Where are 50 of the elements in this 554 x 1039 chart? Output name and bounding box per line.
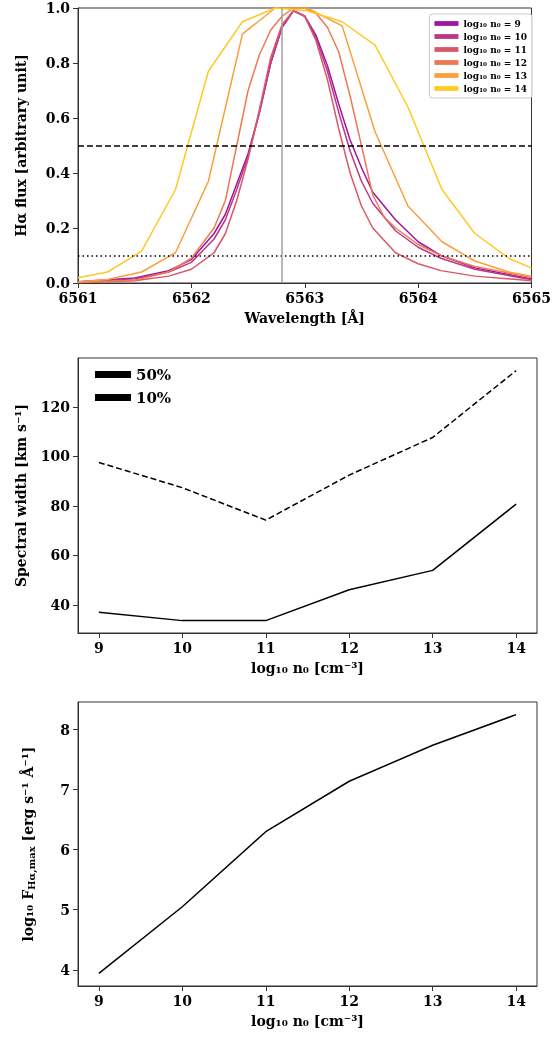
x-tick-label: 10	[172, 640, 193, 656]
y-tick-label: 60	[50, 547, 71, 564]
x-tick-label: 6561	[58, 290, 98, 306]
legend-label: log₁₀ n₀ = 10	[463, 31, 528, 42]
x-tick-label: 11	[256, 993, 276, 1009]
x-axis-title: Wavelength [Å]	[243, 309, 365, 326]
y-tick-label: 5	[60, 901, 70, 918]
x-tick-label: 9	[93, 640, 104, 656]
x-tick-label: 11	[256, 640, 276, 656]
x-tick-label: 10	[172, 993, 193, 1009]
x-axis-title: log₁₀ n₀ [cm⁻³]	[251, 1013, 364, 1029]
x-tick-label: 6564	[398, 290, 438, 306]
y-tick-label: 6	[60, 841, 70, 858]
x-tick-label: 14	[506, 640, 527, 656]
y-tick-label: 40	[50, 596, 71, 613]
y-tick-label: 0.8	[45, 55, 70, 71]
y-tick-label: 8	[60, 721, 70, 738]
line-series	[98, 713, 517, 975]
y-tick-label: 0.4	[45, 165, 71, 181]
legend-label: 50%	[136, 365, 172, 384]
legend-label: log₁₀ n₀ = 9	[463, 18, 521, 29]
x-tick-label: 12	[339, 640, 359, 656]
y-tick-label: 0.0	[45, 275, 71, 291]
x-tick-label: 9	[93, 993, 104, 1009]
y-tick-label: 120	[40, 398, 71, 415]
line-series	[98, 503, 517, 622]
y-tick-label: 0.2	[45, 220, 70, 236]
legend-label: log₁₀ n₀ = 12	[463, 57, 528, 68]
x-tick-label: 12	[339, 993, 359, 1009]
x-tick-label: 6562	[171, 290, 211, 306]
x-axis-title: log₁₀ n₀ [cm⁻³]	[251, 660, 364, 676]
y-axis-title: Spectral width [km s⁻¹]	[13, 403, 29, 588]
y-tick-label: 80	[50, 497, 71, 514]
y-tick-label: 0.6	[45, 110, 70, 126]
legend-label: log₁₀ n₀ = 11	[463, 44, 528, 55]
y-tick-label: 1.0	[45, 0, 71, 16]
x-tick-label: 6563	[285, 290, 325, 306]
legend-label: log₁₀ n₀ = 13	[463, 70, 528, 81]
y-tick-label: 4	[60, 961, 71, 978]
x-tick-label: 14	[506, 993, 527, 1009]
y-tick-label: 7	[60, 781, 70, 798]
x-tick-label: 13	[422, 640, 443, 656]
legend-label: log₁₀ n₀ = 14	[463, 83, 528, 94]
line-series	[98, 369, 517, 521]
y-tick-label: 100	[40, 448, 71, 465]
legend-label: 10%	[136, 388, 172, 407]
y-axis-title: log₁₀ FHα,max [erg s⁻¹ Å⁻¹]	[19, 746, 38, 942]
x-tick-label: 6565	[512, 290, 551, 306]
y-axis-title: Hα flux [arbitrary unit]	[13, 54, 29, 237]
x-tick-label: 13	[422, 993, 443, 1009]
